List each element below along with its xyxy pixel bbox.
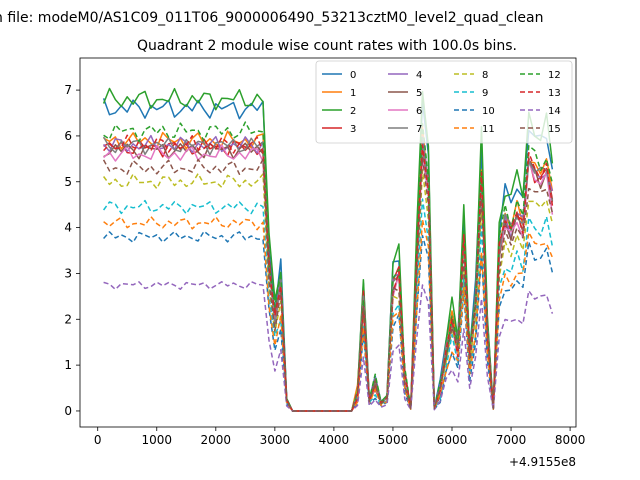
plot-frame bbox=[79, 57, 577, 428]
y-tick-label: 7 bbox=[64, 83, 72, 97]
legend-label-4: 4 bbox=[416, 70, 422, 81]
y-tick-label: 0 bbox=[64, 404, 72, 418]
legend-label-12: 12 bbox=[548, 70, 561, 81]
series-line-9 bbox=[102, 198, 554, 412]
legend-label-14: 14 bbox=[548, 106, 561, 117]
x-tick-label: 2000 bbox=[201, 433, 232, 447]
series-line-12 bbox=[103, 121, 554, 412]
x-tick-label: 8000 bbox=[555, 433, 586, 447]
legend-label-9: 9 bbox=[482, 88, 488, 99]
y-tick-label: 5 bbox=[64, 175, 72, 189]
figure-suptitle: n file: modeM0/AS1C09_011T06_9000006490_… bbox=[0, 10, 543, 26]
series-layer bbox=[102, 87, 554, 412]
legend-label-10: 10 bbox=[482, 106, 495, 117]
legend-label-5: 5 bbox=[416, 88, 422, 99]
y-tick-label: 1 bbox=[64, 358, 72, 372]
legend-label-11: 11 bbox=[482, 124, 495, 135]
legend-label-13: 13 bbox=[548, 88, 561, 99]
x-tick-label: 4000 bbox=[319, 433, 350, 447]
legend-label-1: 1 bbox=[350, 88, 356, 99]
legend-label-7: 7 bbox=[416, 124, 422, 135]
legend-label-2: 2 bbox=[350, 106, 356, 117]
axis-ticks: 0 1000 2000 3000 4000 5000 6000 7000 8000 0 1 2 3 4 5 6… bbox=[64, 83, 585, 447]
x-tick-label: 1000 bbox=[141, 433, 172, 447]
legend-frame bbox=[315, 60, 573, 144]
x-tick-label: 6000 bbox=[437, 433, 468, 447]
legend-label-8: 8 bbox=[482, 70, 488, 81]
legend-label-15: 15 bbox=[548, 124, 561, 135]
y-tick-label: 2 bbox=[64, 312, 72, 326]
legend-label-0: 0 bbox=[350, 70, 356, 81]
y-tick-label: 6 bbox=[64, 129, 72, 143]
x-tick-label: 3000 bbox=[260, 433, 291, 447]
legend-label-3: 3 bbox=[350, 124, 356, 135]
x-offset-label: +4.9155e8 bbox=[509, 455, 576, 469]
y-tick-label: 4 bbox=[64, 221, 72, 235]
x-tick-label: 7000 bbox=[496, 433, 527, 447]
x-tick-label: 0 bbox=[94, 433, 102, 447]
chart-title: Quadrant 2 module wise count rates with … bbox=[137, 38, 517, 54]
y-tick-label: 3 bbox=[64, 266, 72, 280]
legend-label-6: 6 bbox=[416, 106, 422, 117]
series-line-15 bbox=[102, 156, 554, 412]
x-tick-label: 5000 bbox=[378, 433, 409, 447]
